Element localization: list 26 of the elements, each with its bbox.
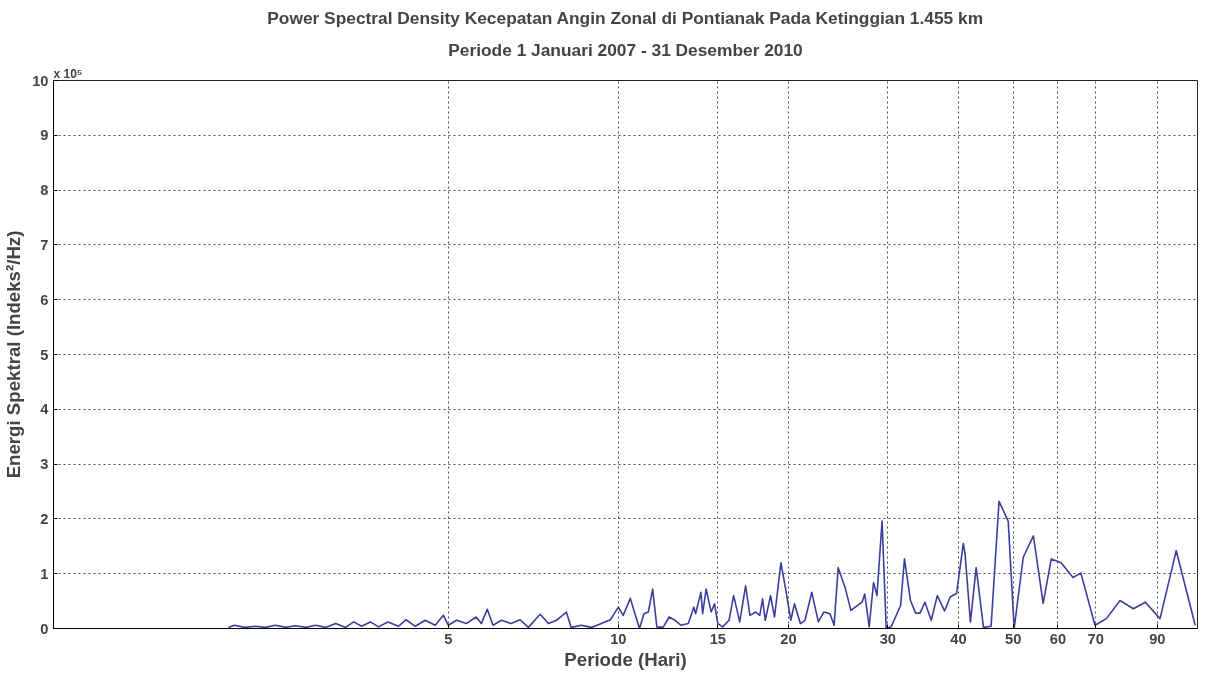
x-tick-label: 20 [780,630,797,647]
x-tick-label: 30 [879,630,897,647]
text: x 10⁵ [53,66,83,81]
y-tick-label: 2 [40,510,49,527]
x-axis-title: Periode (Hari) [564,648,687,670]
x-tick-label: 50 [1005,630,1022,647]
y-tick-label: 6 [40,291,49,308]
x-tick-label: 60 [1049,630,1067,647]
x-tick-label: 70 [1087,630,1104,647]
y-tick-label: 1 [40,565,49,582]
y-tick-label: 5 [40,346,49,363]
y-tick-label: 10 [32,72,49,89]
y-tick-label: 0 [40,620,49,637]
y-tick-label: 3 [40,456,49,473]
y-tick-label: 9 [40,127,49,144]
y-tick-label: 8 [40,182,49,199]
x-tick-label: 10 [610,630,627,647]
x-tick-label: 5 [444,630,453,647]
x-tick-label: 15 [709,630,726,647]
y-axis-title: Energi Spektral (Indeks²/Hz) [3,230,25,479]
chart-title: Power Spectral Density Kecepatan Angin Zonal di Pontianak Pada Ketinggian 1.455 km [267,7,984,28]
chart-subtitle: Periode 1 Januari 2007 - 31 Desember 2010 [448,39,803,60]
y-tick-label: 7 [40,236,49,253]
x-tick-label: 40 [950,630,967,647]
y-tick-label: 4 [40,401,50,418]
x-tick-label: 90 [1149,630,1166,647]
